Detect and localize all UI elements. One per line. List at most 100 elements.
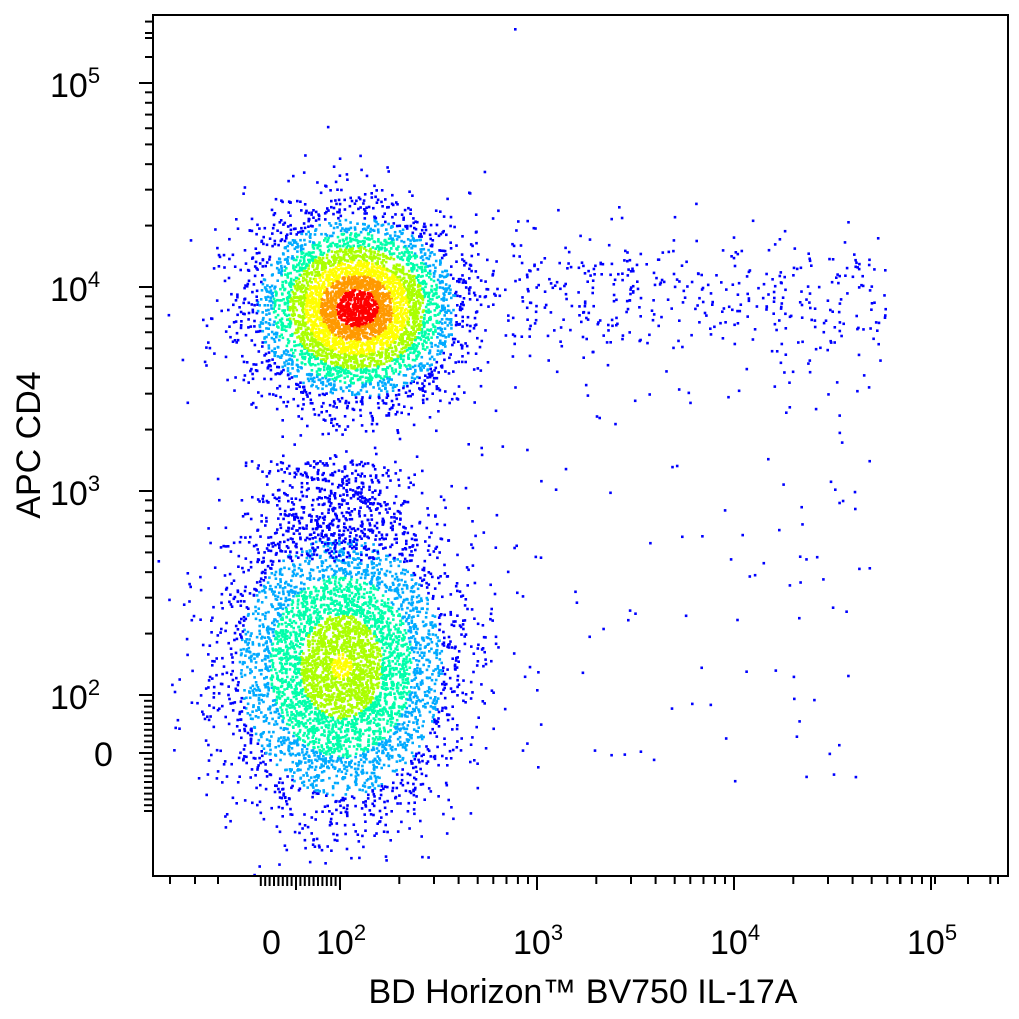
data-point xyxy=(309,339,312,342)
data-point xyxy=(357,250,361,253)
data-point xyxy=(449,215,453,219)
data-point xyxy=(411,373,415,376)
data-point xyxy=(406,341,409,344)
data-point xyxy=(286,308,290,311)
data-point xyxy=(398,283,402,286)
data-point xyxy=(425,341,428,344)
data-point xyxy=(315,293,319,297)
data-point xyxy=(404,250,408,254)
data-point xyxy=(385,285,388,289)
data-point xyxy=(365,365,369,368)
data-point xyxy=(262,316,265,320)
data-point xyxy=(421,344,425,347)
data-point xyxy=(515,229,518,232)
data-point xyxy=(355,304,359,308)
data-point xyxy=(323,332,327,336)
data-point xyxy=(363,308,367,312)
data-point xyxy=(378,307,381,311)
data-point xyxy=(378,327,382,330)
data-point xyxy=(284,325,288,329)
data-point xyxy=(440,306,444,310)
data-point xyxy=(369,411,372,415)
data-point xyxy=(230,292,233,296)
data-point xyxy=(420,355,424,359)
data-point xyxy=(343,353,346,356)
data-point xyxy=(365,259,368,263)
data-point xyxy=(336,226,339,229)
data-point xyxy=(318,241,321,244)
data-point xyxy=(397,389,401,392)
data-point xyxy=(339,256,342,259)
data-point xyxy=(449,247,453,250)
data-point xyxy=(284,281,288,284)
data-point xyxy=(360,400,364,404)
data-point xyxy=(368,353,372,356)
data-point xyxy=(381,399,385,402)
data-point xyxy=(333,402,337,405)
data-point xyxy=(407,347,411,350)
data-point xyxy=(285,344,289,348)
data-point xyxy=(404,374,408,377)
data-point xyxy=(447,335,450,338)
data-point xyxy=(309,363,313,367)
data-point xyxy=(374,295,378,299)
data-point xyxy=(374,297,377,301)
data-point xyxy=(412,283,415,287)
data-point xyxy=(391,270,394,274)
data-point xyxy=(350,324,354,328)
data-point xyxy=(375,287,379,291)
data-point xyxy=(271,294,275,298)
data-point xyxy=(257,350,261,353)
data-point xyxy=(404,281,407,284)
data-point xyxy=(399,364,403,367)
data-point xyxy=(333,312,337,316)
data-point xyxy=(366,343,369,346)
data-point xyxy=(389,276,392,279)
data-point xyxy=(376,322,380,326)
data-point xyxy=(382,312,385,316)
data-point xyxy=(391,323,394,327)
data-point xyxy=(429,237,432,241)
data-point xyxy=(351,351,355,354)
data-point xyxy=(305,252,308,256)
data-point xyxy=(359,249,362,253)
data-point xyxy=(410,376,414,379)
data-point xyxy=(357,352,360,355)
data-point xyxy=(449,318,453,322)
data-point xyxy=(303,388,306,392)
data-point xyxy=(406,303,410,306)
data-point xyxy=(411,286,415,290)
data-point xyxy=(440,322,444,325)
data-point xyxy=(267,322,271,325)
data-point xyxy=(324,184,327,188)
data-point xyxy=(400,309,403,312)
data-point xyxy=(387,290,391,293)
data-point xyxy=(307,211,311,215)
data-point xyxy=(242,378,246,382)
data-point xyxy=(289,271,292,275)
data-point xyxy=(428,233,432,237)
data-point xyxy=(448,284,451,288)
data-point xyxy=(300,244,304,247)
data-point xyxy=(421,301,424,305)
data-point xyxy=(359,369,363,373)
data-point xyxy=(380,323,384,327)
data-point xyxy=(373,319,377,323)
data-point xyxy=(409,294,412,297)
data-point xyxy=(406,224,409,228)
data-point xyxy=(366,305,370,308)
data-point xyxy=(461,300,464,304)
data-point xyxy=(363,328,367,331)
data-point xyxy=(455,397,459,400)
data-point xyxy=(367,317,371,320)
data-point xyxy=(300,283,304,287)
data-point xyxy=(334,326,337,329)
data-point xyxy=(414,302,418,305)
data-point xyxy=(421,282,425,286)
data-point xyxy=(408,338,412,342)
data-point xyxy=(372,206,375,210)
data-point xyxy=(382,298,386,301)
data-point xyxy=(388,407,392,411)
data-point xyxy=(261,345,264,348)
data-point xyxy=(362,199,366,202)
